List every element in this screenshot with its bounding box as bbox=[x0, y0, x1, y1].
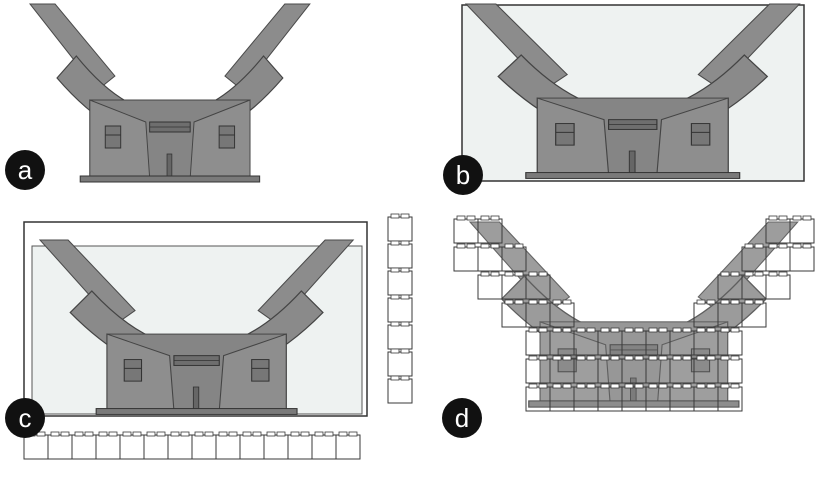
lego-brick-icon bbox=[387, 348, 413, 377]
lego-brick-icon bbox=[47, 431, 73, 460]
building-model bbox=[469, 221, 799, 408]
lego-brick-icon bbox=[477, 243, 503, 272]
lego-brick-icon bbox=[789, 243, 815, 272]
lego-brick-icon bbox=[387, 294, 413, 323]
lego-brick-icon bbox=[387, 240, 413, 269]
panel-badge-d: d bbox=[442, 398, 482, 438]
lego-brick-icon bbox=[765, 271, 791, 300]
lego-brick-icon bbox=[789, 215, 815, 244]
lego-brick-icon bbox=[71, 431, 97, 460]
building-model bbox=[29, 3, 311, 183]
panel-a: a bbox=[5, 3, 311, 190]
lego-brick-icon bbox=[143, 431, 169, 460]
lego-brick-icon bbox=[167, 431, 193, 460]
panel-b: b bbox=[443, 3, 805, 195]
lego-brick-icon bbox=[335, 431, 361, 460]
horizontal-brick-row bbox=[23, 431, 361, 460]
panel-label-c: c bbox=[19, 403, 32, 433]
lego-brick-icon bbox=[263, 431, 289, 460]
lego-brick-icon bbox=[95, 431, 121, 460]
panel-badge-c: c bbox=[5, 398, 45, 438]
lego-brick-icon bbox=[191, 431, 217, 460]
lego-brick-icon bbox=[387, 213, 413, 242]
lego-brick-icon bbox=[453, 243, 479, 272]
lego-brick-icon bbox=[765, 243, 791, 272]
panel-c: c bbox=[5, 213, 413, 460]
panel-label-b: b bbox=[456, 160, 470, 190]
panel-label-d: d bbox=[455, 403, 469, 433]
panel-badge-a: a bbox=[5, 150, 45, 190]
vertical-brick-column bbox=[387, 213, 413, 404]
lego-brick-icon bbox=[119, 431, 145, 460]
lego-brick-icon bbox=[387, 321, 413, 350]
panel-badge-b: b bbox=[443, 155, 483, 195]
lego-brick-icon bbox=[215, 431, 241, 460]
lego-brick-icon bbox=[387, 375, 413, 404]
panel-d: d bbox=[442, 215, 815, 438]
lego-brick-icon bbox=[239, 431, 265, 460]
lego-brick-icon bbox=[453, 215, 479, 244]
lego-brick-icon bbox=[387, 267, 413, 296]
lego-brick-icon bbox=[477, 271, 503, 300]
panel-label-a: a bbox=[18, 155, 33, 185]
lego-brick-icon bbox=[311, 431, 337, 460]
lego-brick-icon bbox=[287, 431, 313, 460]
